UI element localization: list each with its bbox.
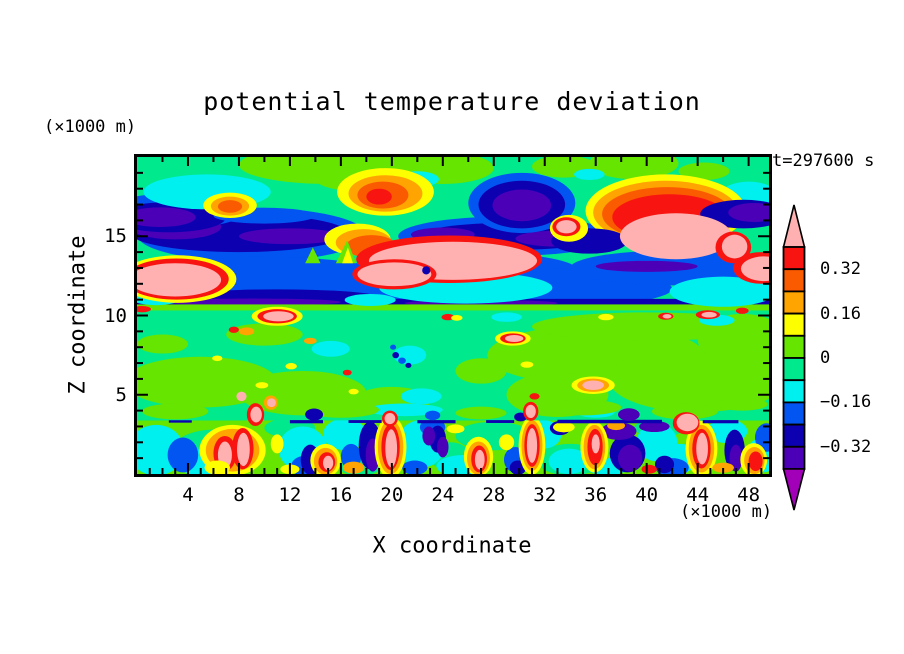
z-tick-label: 5 (115, 383, 127, 406)
field-boundary-layer (137, 420, 769, 474)
colorbar-level-label: −0.16 (820, 392, 872, 413)
colorbar-cell (782, 445, 806, 470)
x-tick-label: 8 (233, 484, 245, 506)
colorbar-cell (782, 334, 806, 359)
colorbar-cell (782, 290, 806, 315)
colorbar-cell (782, 312, 806, 337)
colorbar-level-label: 0.16 (820, 303, 861, 324)
colorbar-level-label: −0.32 (820, 436, 872, 457)
x-tick-label: 28 (482, 484, 506, 506)
x-tick-label: 4 (182, 484, 194, 506)
x-tick-label: 48 (737, 484, 761, 506)
x-tick-label: 44 (686, 484, 710, 506)
plot-title: potential temperature deviation (203, 87, 701, 116)
field-overlays (168, 391, 739, 435)
colorbar (782, 204, 806, 511)
heatmap-field (137, 157, 769, 474)
colorbar-cell (782, 268, 806, 293)
x-tick-label: 36 (584, 484, 608, 506)
field-upper-layers (137, 157, 769, 420)
colorbar-cell (782, 379, 806, 404)
x-axis-unit-label: (×1000 m) (680, 502, 773, 522)
time-annotation: t=297600 s (772, 151, 875, 171)
x-tick-label: 12 (278, 484, 302, 506)
z-tick-label: 10 (104, 304, 127, 327)
colorbar-level-label: 0 (820, 348, 831, 368)
x-tick-label: 40 (635, 484, 659, 506)
colorbar-cell (782, 401, 806, 426)
z-axis-title: Z coordinate (65, 235, 91, 395)
colorbar-cell (782, 423, 806, 448)
x-tick-label: 24 (431, 484, 455, 506)
z-tick-label: 15 (104, 225, 127, 248)
x-tick-label: 16 (329, 484, 353, 506)
colorbar-cell (782, 246, 806, 271)
z-axis-unit-label: (×1000 m) (44, 117, 137, 137)
colorbar-cell (782, 357, 806, 382)
x-tick-label: 20 (380, 484, 404, 506)
colorbar-level-label: 0.32 (820, 259, 861, 280)
axis-ticks (137, 157, 769, 474)
x-axis-title: X coordinate (372, 533, 532, 559)
x-tick-label: 32 (533, 484, 557, 506)
plot-area: 4 8 12 16 20 24 28 32 36 40 44 48 5 10 15 (104, 154, 772, 506)
